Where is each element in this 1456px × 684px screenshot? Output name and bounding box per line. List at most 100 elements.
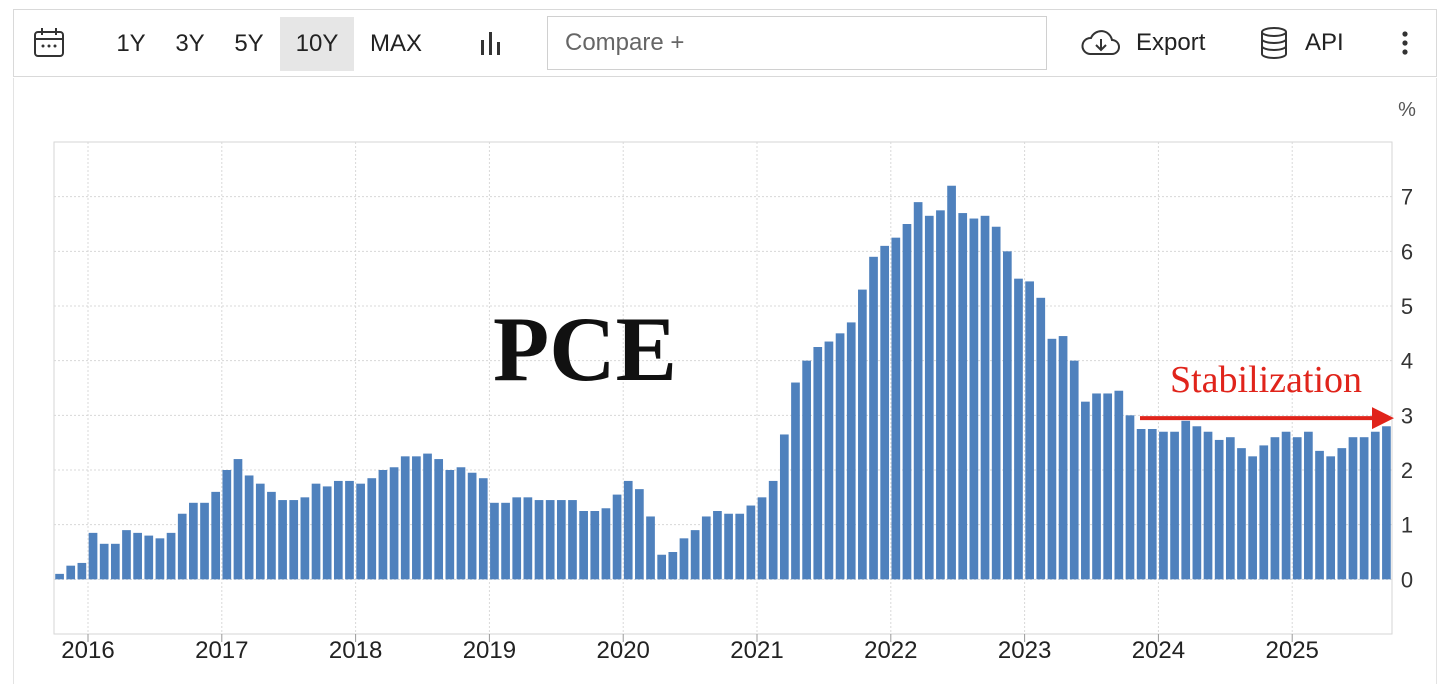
bar (233, 459, 243, 580)
range-button-1y[interactable]: 1Y (116, 30, 146, 57)
bar (1014, 278, 1023, 580)
bar (133, 532, 142, 580)
bar (1159, 431, 1168, 580)
bar (735, 513, 745, 580)
x-tick-label: 2024 (1132, 637, 1185, 664)
bar (846, 322, 856, 580)
bar (991, 226, 1001, 580)
calendar-icon[interactable] (32, 10, 66, 76)
bar (1058, 336, 1068, 580)
compare-input[interactable]: Compare + (547, 16, 1047, 70)
bar (1382, 426, 1391, 580)
bar (300, 497, 310, 580)
api-label: API (1305, 29, 1344, 56)
bar (66, 565, 76, 580)
bar (1069, 360, 1079, 580)
range-button-5y[interactable]: 5Y (234, 30, 264, 57)
bar (423, 453, 432, 580)
bar (869, 256, 878, 580)
bar (534, 500, 544, 580)
bar (701, 516, 711, 580)
x-tick-label: 2023 (998, 637, 1051, 664)
y-tick-label: 7 (1401, 185, 1413, 210)
y-tick-label: 2 (1401, 458, 1413, 483)
x-tick-label: 2021 (730, 637, 783, 664)
export-button[interactable]: Export (1080, 10, 1205, 76)
y-tick-label: 1 (1401, 513, 1413, 538)
range-button-3y[interactable]: 3Y (175, 30, 205, 57)
bar (333, 480, 343, 580)
bar (412, 456, 421, 580)
bar (278, 500, 287, 580)
stabilization-annotation: Stabilization (1170, 359, 1362, 401)
database-icon (1259, 26, 1289, 60)
chart-title: PCE (493, 298, 677, 400)
bar (289, 500, 299, 580)
bar (267, 491, 276, 580)
bar (679, 538, 689, 580)
bar (880, 245, 890, 580)
api-button[interactable]: API (1259, 10, 1344, 76)
bar (1203, 431, 1213, 580)
bar (512, 497, 522, 580)
bar (144, 535, 154, 580)
bar (155, 538, 165, 580)
bar (924, 215, 934, 580)
bar (1225, 437, 1235, 580)
bar (713, 511, 722, 580)
more-vertical-icon[interactable] (1398, 10, 1412, 76)
bar (189, 502, 198, 580)
x-axis: 2016 2017 2018 2019 2020 2021 2022 2023 2024 2025 (61, 634, 1319, 664)
bar (389, 467, 399, 580)
bar (1348, 437, 1358, 580)
x-tick-label: 2020 (597, 637, 650, 664)
y-tick-label: 3 (1401, 403, 1413, 428)
bar (556, 500, 566, 580)
bar (356, 483, 365, 580)
plot-area (53, 141, 1393, 635)
x-tick-label: 2016 (61, 637, 114, 664)
bar (110, 543, 120, 580)
bar (445, 470, 455, 580)
y-axis: 0 1 2 3 4 5 6 7 (1401, 185, 1413, 593)
bar (612, 494, 622, 580)
cloud-download-icon (1080, 28, 1122, 58)
bar (668, 552, 678, 580)
bar (77, 562, 87, 580)
grid-lines (53, 141, 1393, 635)
bar (367, 478, 377, 580)
bar (657, 554, 667, 580)
bar (1248, 456, 1257, 580)
bar (980, 215, 990, 580)
bar (646, 516, 655, 580)
bar (791, 382, 800, 580)
bar (122, 530, 131, 580)
bar (400, 456, 410, 580)
bar (858, 289, 867, 580)
bar (1259, 445, 1269, 580)
bar (835, 333, 845, 580)
bar (1181, 420, 1191, 580)
x-tick-label: 2017 (195, 637, 248, 664)
range-button-max[interactable]: MAX (369, 30, 422, 57)
bar (1370, 431, 1380, 580)
bar (1103, 393, 1113, 580)
bar (1125, 415, 1135, 580)
bar (55, 573, 64, 580)
bar (1092, 393, 1101, 580)
bar (311, 483, 321, 580)
bar (523, 497, 533, 580)
range-button-10y[interactable]: 10Y (280, 17, 354, 71)
bar (211, 491, 221, 580)
bar (244, 475, 254, 580)
x-tick-label: 2018 (329, 637, 382, 664)
bar-series (55, 185, 1391, 580)
bar (322, 486, 332, 580)
bar (378, 470, 388, 580)
bar (813, 347, 823, 580)
y-tick-label: 0 (1401, 567, 1413, 592)
bar (947, 185, 956, 580)
bar (768, 480, 778, 580)
bar-chart-icon[interactable] (478, 10, 506, 76)
bar (1081, 401, 1090, 580)
